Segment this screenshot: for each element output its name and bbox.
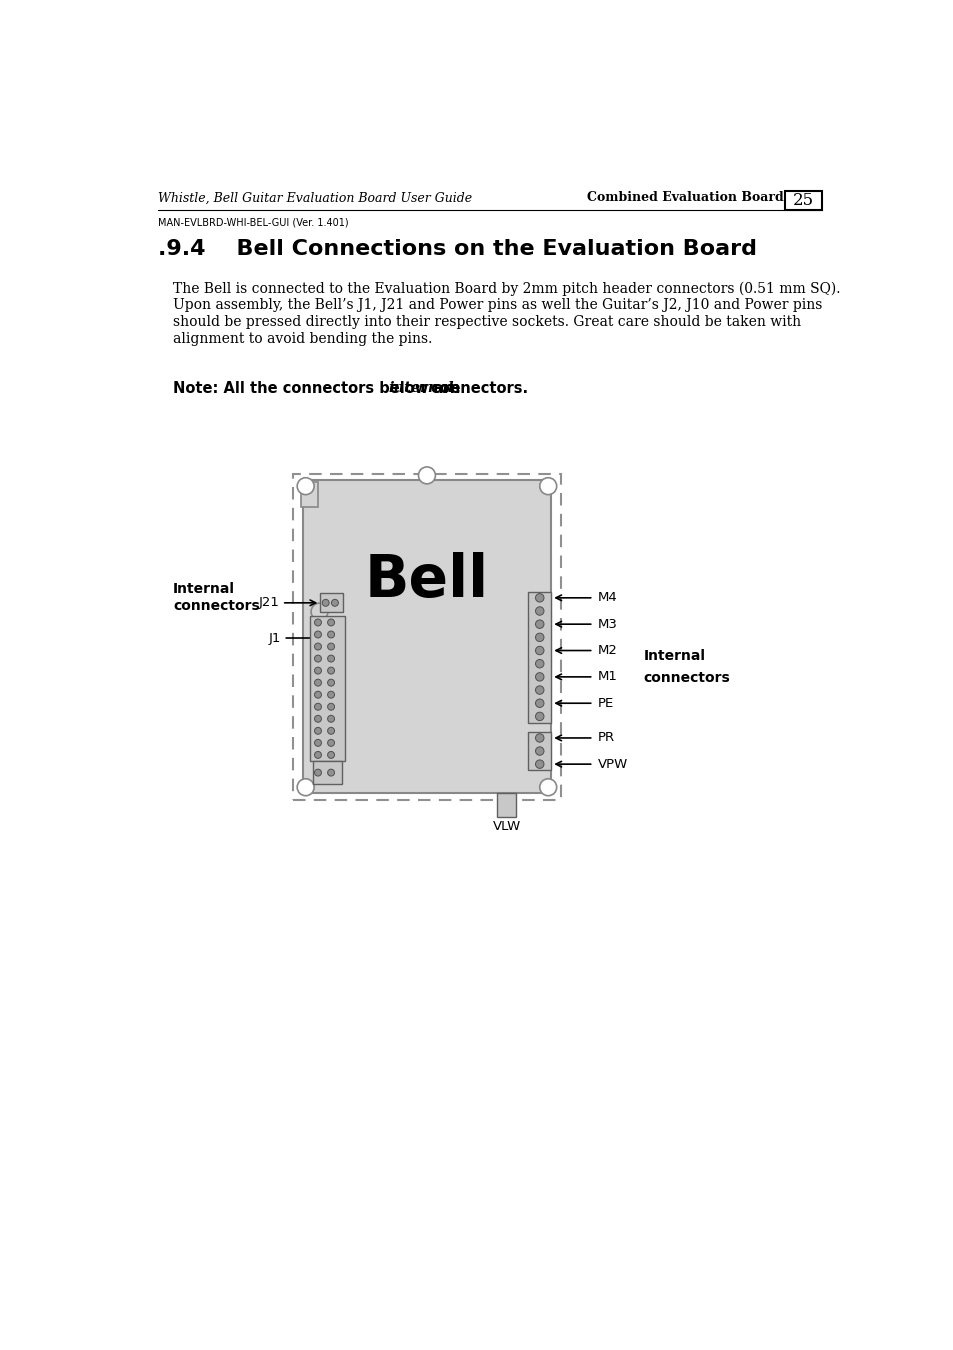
Circle shape [535,699,543,707]
Text: connectors.: connectors. [425,382,527,397]
Circle shape [327,667,335,674]
Circle shape [535,659,543,668]
Circle shape [327,740,335,747]
Text: VPW: VPW [597,757,627,771]
Circle shape [535,747,543,755]
Text: VLW: VLW [492,821,520,833]
Text: 25: 25 [793,192,814,209]
Bar [302,481,551,794]
Text: M3: M3 [597,618,617,630]
Text: Note: All the connectors below are: Note: All the connectors below are [173,382,465,397]
Circle shape [327,643,335,649]
Text: PR: PR [597,732,614,744]
Text: Bell: Bell [364,552,489,609]
Bar [528,732,551,771]
Text: should be pressed directly into their respective sockets. Great care should be t: should be pressed directly into their re… [173,316,801,329]
Circle shape [327,630,335,639]
Circle shape [314,691,321,698]
Bar [310,617,345,761]
Bar [301,482,317,508]
Text: The Bell is connected to the Evaluation Board by 2mm pitch header connectors (0.: The Bell is connected to the Evaluation … [173,281,840,296]
Circle shape [535,594,543,602]
Circle shape [314,643,321,649]
Circle shape [314,716,321,722]
Circle shape [535,760,543,768]
Text: MAN-EVLBRD-WHI-BEL-GUI (Ver. 1.401): MAN-EVLBRD-WHI-BEL-GUI (Ver. 1.401) [157,217,348,227]
Circle shape [311,603,328,620]
Text: M2: M2 [597,644,617,657]
Circle shape [535,686,543,694]
Bar [497,794,516,817]
Circle shape [297,779,314,795]
Circle shape [327,752,335,759]
Text: connectors: connectors [173,599,260,613]
Text: PE: PE [597,697,613,710]
Circle shape [535,713,543,721]
Circle shape [314,679,321,686]
Circle shape [539,779,557,795]
Circle shape [331,599,338,606]
Text: J21: J21 [258,597,279,609]
Circle shape [322,599,329,606]
Circle shape [327,769,335,776]
Circle shape [314,630,321,639]
Text: M1: M1 [597,671,617,683]
Circle shape [535,606,543,616]
Text: .9.4    Bell Connections on the Evaluation Board: .9.4 Bell Connections on the Evaluation … [157,239,756,259]
Circle shape [314,728,321,734]
Circle shape [327,655,335,662]
Circle shape [297,478,314,494]
Circle shape [314,703,321,710]
Circle shape [327,620,335,626]
Bar [528,591,551,722]
Text: Internal: Internal [643,649,705,663]
Text: J1: J1 [269,632,281,644]
Circle shape [314,740,321,747]
Circle shape [327,691,335,698]
Circle shape [535,620,543,628]
Text: Internal: Internal [173,582,235,595]
Circle shape [539,478,557,494]
Circle shape [418,467,435,483]
Text: Combined Evaluation Board: Combined Evaluation Board [586,192,783,204]
Circle shape [314,769,321,776]
Circle shape [535,633,543,641]
Circle shape [314,655,321,662]
Circle shape [327,716,335,722]
Bar [293,474,560,799]
Circle shape [327,703,335,710]
Circle shape [314,620,321,626]
Circle shape [314,667,321,674]
Circle shape [327,728,335,734]
Circle shape [327,679,335,686]
Circle shape [535,733,543,743]
Bar [320,593,343,613]
Text: internal: internal [389,382,454,396]
Text: alignment to avoid bending the pins.: alignment to avoid bending the pins. [173,332,432,346]
Text: Whistle, Bell Guitar Evaluation Board User Guide: Whistle, Bell Guitar Evaluation Board Us… [157,192,472,204]
Text: Upon assembly, the Bell’s J1, J21 and Power pins as well the Guitar’s J2, J10 an: Upon assembly, the Bell’s J1, J21 and Po… [173,298,821,312]
Text: connectors: connectors [643,671,730,684]
Circle shape [314,752,321,759]
Text: M4: M4 [597,591,617,605]
Bar [784,192,821,209]
Circle shape [535,647,543,655]
Circle shape [535,672,543,682]
Bar [313,761,341,784]
